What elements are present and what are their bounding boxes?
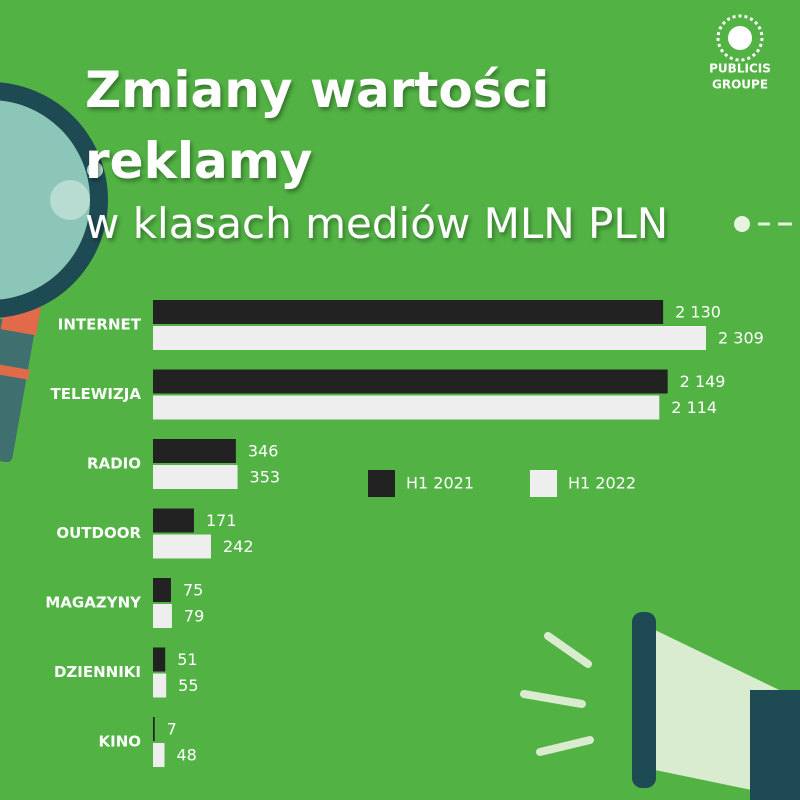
value-label: 242 [223,537,254,556]
value-label: 2 114 [671,398,717,417]
chart-title: reklamy [85,132,312,190]
category-label: TELEWIZJA [51,385,142,403]
bar [153,534,211,559]
legend-swatch [368,470,395,497]
megaphone-decoration [520,612,800,800]
value-label: 2 309 [718,329,764,348]
legend-swatch [530,470,557,497]
bar [153,465,238,489]
legend-label: H1 2021 [406,474,474,493]
bar [153,508,194,533]
value-label: 2 149 [680,372,726,391]
bar [153,300,664,324]
category-label: RADIO [87,455,141,473]
chart-subtitle: w klasach mediów MLN PLN [85,199,668,248]
value-label: 2 130 [675,303,721,322]
value-label: 48 [176,746,196,765]
value-label: 171 [206,511,237,530]
magnifier-decoration [0,82,108,463]
bar [153,604,172,628]
bar [153,369,668,394]
value-label: 7 [167,720,177,739]
category-label: OUTDOOR [56,524,141,542]
brand-name: PUBLICIS [709,62,771,76]
value-label: 353 [250,468,281,487]
category-label: INTERNET [58,316,142,334]
bar [153,439,236,463]
chart-title: Zmiany wartości [85,61,549,119]
bar [153,578,171,602]
category-label: KINO [98,733,141,751]
category-label: MAGAZYNY [45,594,142,612]
dash-decoration [734,216,792,232]
value-label: 346 [248,442,279,461]
value-label: 51 [177,650,197,669]
category-label: DZIENNIKI [54,663,141,681]
bar [153,717,155,741]
bar [153,743,165,767]
value-label: 55 [178,676,198,695]
legend-label: H1 2022 [568,474,636,493]
value-label: 75 [183,581,203,600]
brand-name: GROUPE [712,78,768,92]
value-label: 79 [184,607,204,626]
bar [153,395,660,420]
bar [153,673,167,698]
logo: PUBLICIS GROUPE [709,14,771,92]
bar [153,647,166,672]
bar [153,326,706,350]
